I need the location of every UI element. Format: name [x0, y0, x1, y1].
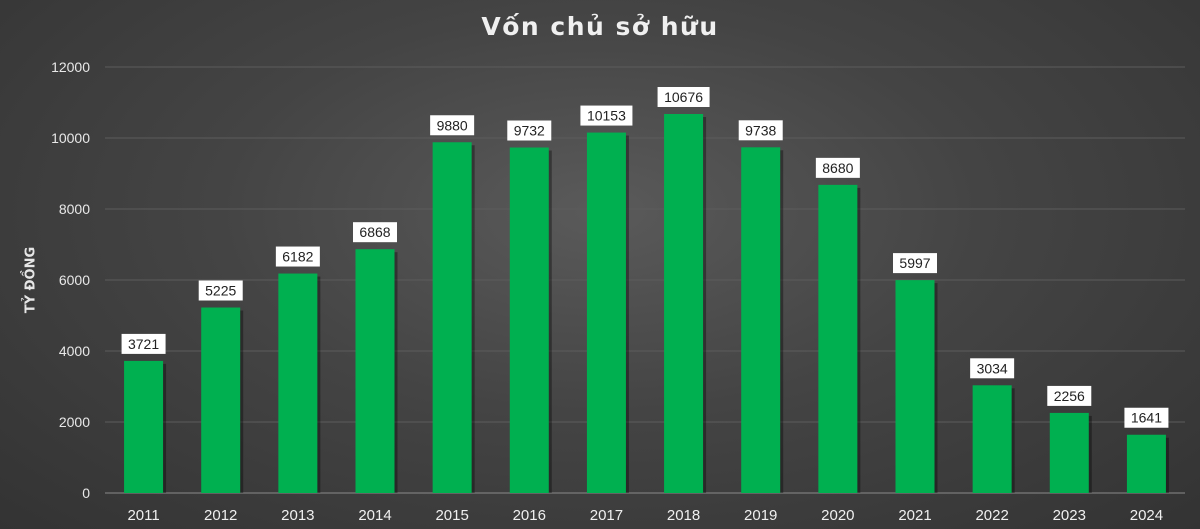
data-label-box: [121, 333, 166, 354]
bar: [895, 280, 935, 493]
data-label-box: [815, 157, 860, 178]
bar: [201, 307, 241, 493]
x-tick-label: 2014: [358, 507, 391, 524]
data-label: 6182: [282, 249, 313, 265]
x-tick-label: 2023: [1053, 507, 1086, 524]
data-label: 10676: [664, 89, 703, 105]
gridlines: [105, 66, 1185, 494]
x-tick-label: 2016: [513, 507, 546, 524]
bar: [586, 132, 626, 494]
x-tick-label: 2011: [127, 507, 159, 524]
data-label: 9880: [437, 117, 468, 133]
data-label-box: [1047, 385, 1092, 406]
data-label-box: [970, 358, 1015, 379]
x-tick-label: 2021: [898, 507, 931, 524]
bar: [972, 385, 1012, 493]
y-tick-label: 6000: [59, 272, 90, 288]
x-tick-label: 2022: [975, 507, 1008, 524]
y-tick-label: 0: [82, 485, 90, 501]
data-label-box: [353, 222, 397, 243]
bar: [432, 142, 472, 493]
data-label: 2256: [1054, 388, 1085, 404]
bar: [664, 114, 704, 493]
data-label: 5997: [899, 255, 930, 271]
data-label-box: [275, 246, 320, 267]
bar: [124, 360, 164, 493]
data-label-box: [1124, 407, 1169, 428]
data-labels: 3721 5225 6182 6868 9880 9732 10153 10676 9738 86…: [121, 87, 1169, 428]
x-tick-label: 2012: [204, 507, 237, 524]
bar: [741, 147, 781, 493]
bar: [355, 249, 395, 493]
y-tick-label: 8000: [59, 201, 90, 217]
data-label-box: [738, 120, 783, 141]
x-tick-label: 2015: [435, 507, 468, 524]
x-tick-label: 2013: [281, 507, 314, 524]
x-tick-label: 2017: [590, 507, 623, 524]
bar: [1126, 434, 1166, 493]
data-label-box: [657, 87, 710, 108]
y-axis-ticks: 0 2000 4000 6000 8000 10000 12000: [51, 59, 90, 501]
y-tick-label: 2000: [59, 414, 90, 430]
data-label: 10153: [587, 108, 626, 124]
data-label-box: [580, 105, 633, 126]
data-label-box: [430, 115, 475, 136]
data-label-box: [507, 120, 552, 141]
data-label: 6868: [359, 224, 390, 240]
chart-title: Vốn chủ sở hữu: [481, 12, 719, 41]
x-tick-label: 2020: [821, 507, 854, 524]
data-label-box: [198, 280, 243, 301]
bar: [818, 184, 858, 494]
x-tick-label: 2019: [744, 507, 777, 524]
data-label-box: [893, 253, 937, 274]
x-tick-label: 2024: [1130, 507, 1163, 524]
data-label: 8680: [822, 160, 853, 176]
data-label: 5225: [205, 283, 236, 299]
bar: [509, 147, 549, 494]
bar: [278, 273, 318, 493]
y-tick-label: 10000: [51, 130, 90, 146]
data-label: 9738: [745, 122, 776, 138]
y-tick-label: 12000: [51, 59, 90, 75]
data-label: 9732: [514, 123, 545, 139]
bar: [1049, 412, 1089, 493]
data-label: 1641: [1131, 410, 1162, 426]
data-label: 3721: [128, 336, 159, 352]
x-tick-label: 2018: [667, 507, 700, 524]
x-axis-ticks: 2011 2012 2013 2014 2015 2016 2017 2018 2019 2020…: [127, 507, 1163, 524]
bars: [124, 114, 1169, 494]
y-tick-label: 4000: [59, 343, 90, 359]
data-label: 3034: [977, 360, 1008, 376]
